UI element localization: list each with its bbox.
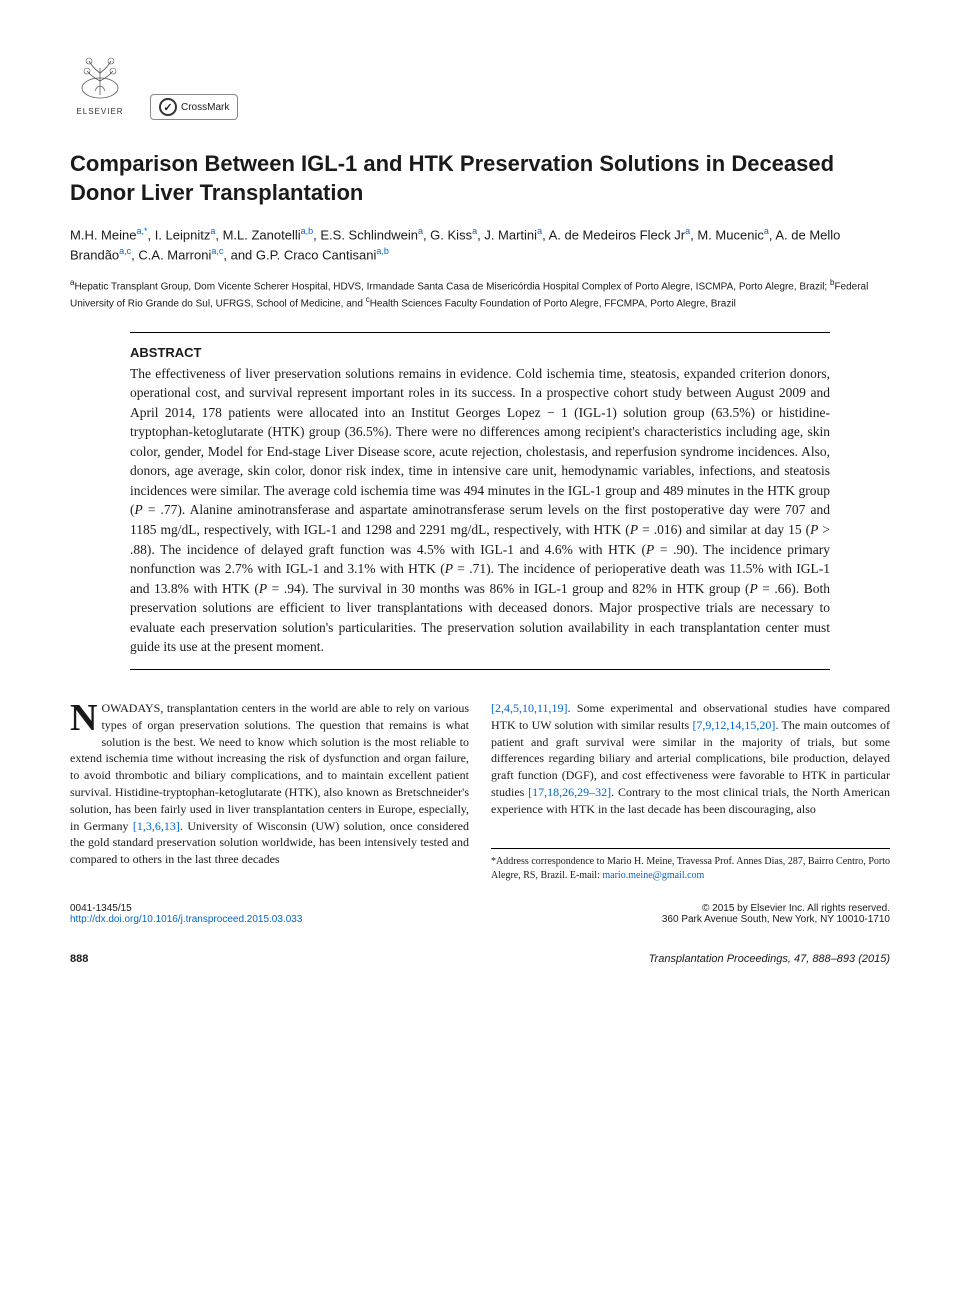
body-text: NOWADAYS, transplantation centers in the…: [70, 700, 890, 883]
citation-link[interactable]: [17,18,26,29–32]: [528, 785, 611, 799]
abstract-label: ABSTRACT: [130, 345, 830, 360]
elsevier-logo[interactable]: ELSEVIER: [70, 50, 130, 120]
issn: 0041-1345/15: [70, 903, 302, 914]
page-number: 888: [70, 953, 88, 965]
crossmark-icon: ✓: [159, 98, 177, 116]
affiliations: aHepatic Transplant Group, Dom Vicente S…: [70, 277, 890, 312]
abstract-body: The effectiveness of liver preservation …: [130, 366, 830, 655]
article-title: Comparison Between IGL-1 and HTK Preserv…: [70, 150, 890, 207]
abstract-section: ABSTRACT The effectiveness of liver pres…: [130, 332, 830, 670]
authors-list: M.H. Meinea,*, I. Leipnitza, M.L. Zanote…: [70, 225, 890, 265]
dropcap: N: [70, 700, 101, 734]
page-footer: 888 Transplantation Proceedings, 47, 888…: [70, 953, 890, 965]
copyright: © 2015 by Elsevier Inc. All rights reser…: [662, 903, 890, 914]
footer-right: © 2015 by Elsevier Inc. All rights reser…: [662, 903, 890, 925]
correspondence-block: *Address correspondence to Mario H. Mein…: [491, 848, 890, 883]
citation-link[interactable]: [2,4,5,10,11,19]: [491, 701, 568, 715]
footer-metadata: 0041-1345/15 http://dx.doi.org/10.1016/j…: [70, 903, 890, 925]
crossmark-label: CrossMark: [181, 102, 229, 113]
citation-link[interactable]: [7,9,12,14,15,20]: [692, 718, 775, 732]
elsevier-label: ELSEVIER: [76, 107, 123, 116]
journal-citation: Transplantation Proceedings, 47, 888–893…: [649, 953, 890, 965]
correspondence-email[interactable]: mario.meine@gmail.com: [602, 870, 704, 881]
publisher-address: 360 Park Avenue South, New York, NY 1001…: [662, 914, 890, 925]
abstract-text: The effectiveness of liver preservation …: [130, 364, 830, 657]
column-left: NOWADAYS, transplantation centers in the…: [70, 700, 469, 883]
citation-link[interactable]: [1,3,6,13]: [133, 819, 180, 833]
crossmark-logo[interactable]: ✓ CrossMark: [150, 94, 238, 120]
col1-prefix: OWADAYS, transplantation centers in the …: [70, 701, 469, 833]
footer-left: 0041-1345/15 http://dx.doi.org/10.1016/j…: [70, 903, 302, 925]
publisher-logos: ELSEVIER ✓ CrossMark: [70, 50, 890, 120]
doi-link[interactable]: http://dx.doi.org/10.1016/j.transproceed…: [70, 914, 302, 925]
column-right: [2,4,5,10,11,19]. Some experimental and …: [491, 700, 890, 883]
elsevier-tree-icon: [73, 50, 128, 105]
